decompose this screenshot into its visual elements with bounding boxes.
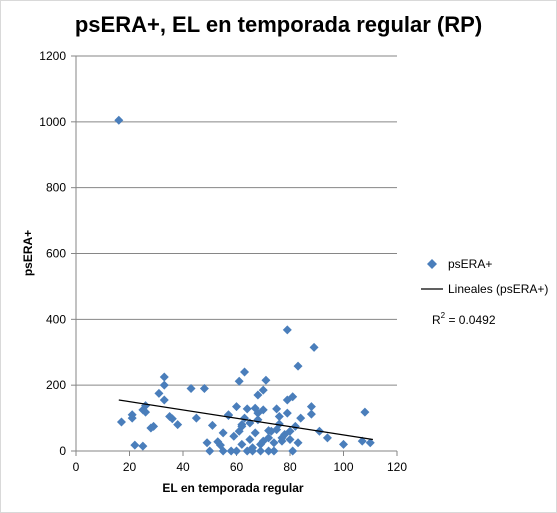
- y-tick-label: 400: [46, 312, 66, 326]
- data-point: [293, 361, 303, 371]
- data-point: [205, 446, 215, 456]
- data-point: [272, 404, 282, 414]
- data-point: [365, 438, 375, 448]
- data-point: [191, 413, 201, 423]
- r-squared-exponent: 2: [441, 311, 446, 320]
- data-point: [226, 446, 236, 456]
- data-point: [223, 410, 233, 420]
- data-point: [256, 446, 266, 456]
- x-tick-label: 60: [230, 460, 244, 474]
- data-point: [138, 441, 148, 451]
- data-point: [245, 434, 255, 444]
- data-point: [116, 417, 126, 427]
- y-axis-label: psERA+: [21, 230, 35, 276]
- data-point: [199, 383, 209, 393]
- data-point: [253, 390, 263, 400]
- r-squared-label: R2 = 0.0492: [432, 311, 496, 327]
- data-point: [234, 376, 244, 386]
- data-point: [237, 421, 247, 431]
- data-point: [149, 421, 159, 431]
- data-point: [159, 372, 169, 382]
- data-point: [248, 446, 258, 456]
- data-point: [141, 407, 151, 417]
- data-point: [357, 436, 367, 446]
- r-squared-symbol: R: [432, 313, 441, 327]
- data-point: [296, 413, 306, 423]
- data-point: [274, 419, 284, 429]
- data-point: [322, 433, 332, 443]
- x-tick-label: 80: [283, 460, 297, 474]
- data-point: [229, 431, 239, 441]
- data-point: [261, 375, 271, 385]
- gridlines: [76, 55, 397, 386]
- data-points: [114, 115, 375, 456]
- data-point: [285, 434, 295, 444]
- y-tick-label: 1200: [39, 49, 66, 63]
- data-point: [264, 446, 274, 456]
- data-point: [258, 385, 268, 395]
- data-point: [232, 402, 241, 412]
- data-point: [282, 325, 292, 335]
- y-tick-label: 200: [46, 378, 66, 392]
- legend-series-label: psERA+: [448, 257, 492, 271]
- data-point: [242, 404, 252, 414]
- data-point: [218, 428, 228, 438]
- data-point: [306, 402, 316, 412]
- data-point: [288, 446, 298, 456]
- data-point: [114, 115, 124, 125]
- data-point: [127, 413, 137, 423]
- x-tick-label: 20: [123, 460, 137, 474]
- chart-title: psERA+, EL en temporada regular (RP): [74, 12, 483, 37]
- y-tick-label: 0: [59, 444, 66, 458]
- x-tick-label: 40: [176, 460, 190, 474]
- data-point: [290, 421, 300, 431]
- data-point: [202, 438, 212, 448]
- data-point: [159, 395, 169, 405]
- data-point: [253, 415, 263, 425]
- data-point: [250, 428, 260, 438]
- data-point: [285, 426, 295, 436]
- x-tick-label: 100: [333, 460, 353, 474]
- data-point: [186, 383, 196, 393]
- data-point: [237, 439, 247, 449]
- x-axis-label: EL en temporada regular: [162, 481, 303, 495]
- data-point: [274, 411, 284, 421]
- y-tick-label: 600: [46, 247, 66, 261]
- tick-labels: 0 200 400 600 800 1000 1200 0 20 40 60 80 100 120: [39, 49, 407, 474]
- data-point: [167, 414, 177, 424]
- data-point: [309, 342, 319, 352]
- data-point: [130, 440, 140, 450]
- x-tick-label: 120: [387, 460, 407, 474]
- data-point: [360, 407, 370, 417]
- data-point: [159, 380, 169, 390]
- y-tick-label: 800: [46, 181, 66, 195]
- legend-trendline-label: Lineales (psERA+): [448, 282, 548, 296]
- data-point: [277, 436, 287, 446]
- data-point: [269, 446, 279, 456]
- data-point: [154, 388, 164, 398]
- data-point: [207, 420, 217, 430]
- legend: psERA+ Lineales (psERA+) R2 = 0.0492: [421, 257, 548, 327]
- trendline: [118, 399, 374, 441]
- r-squared-value: = 0.0492: [445, 313, 496, 327]
- data-point: [288, 392, 298, 402]
- data-point: [218, 446, 228, 456]
- data-point: [293, 438, 303, 448]
- data-point: [339, 439, 348, 449]
- data-point: [264, 433, 274, 443]
- data-point: [173, 420, 183, 430]
- data-point: [232, 446, 241, 456]
- data-point: [240, 367, 250, 377]
- legend-marker-icon: [427, 259, 437, 269]
- data-point: [269, 438, 279, 448]
- data-point: [282, 408, 292, 418]
- data-point: [258, 405, 268, 415]
- x-tick-label: 0: [73, 460, 80, 474]
- y-tick-label: 1000: [39, 115, 66, 129]
- data-point: [306, 409, 316, 419]
